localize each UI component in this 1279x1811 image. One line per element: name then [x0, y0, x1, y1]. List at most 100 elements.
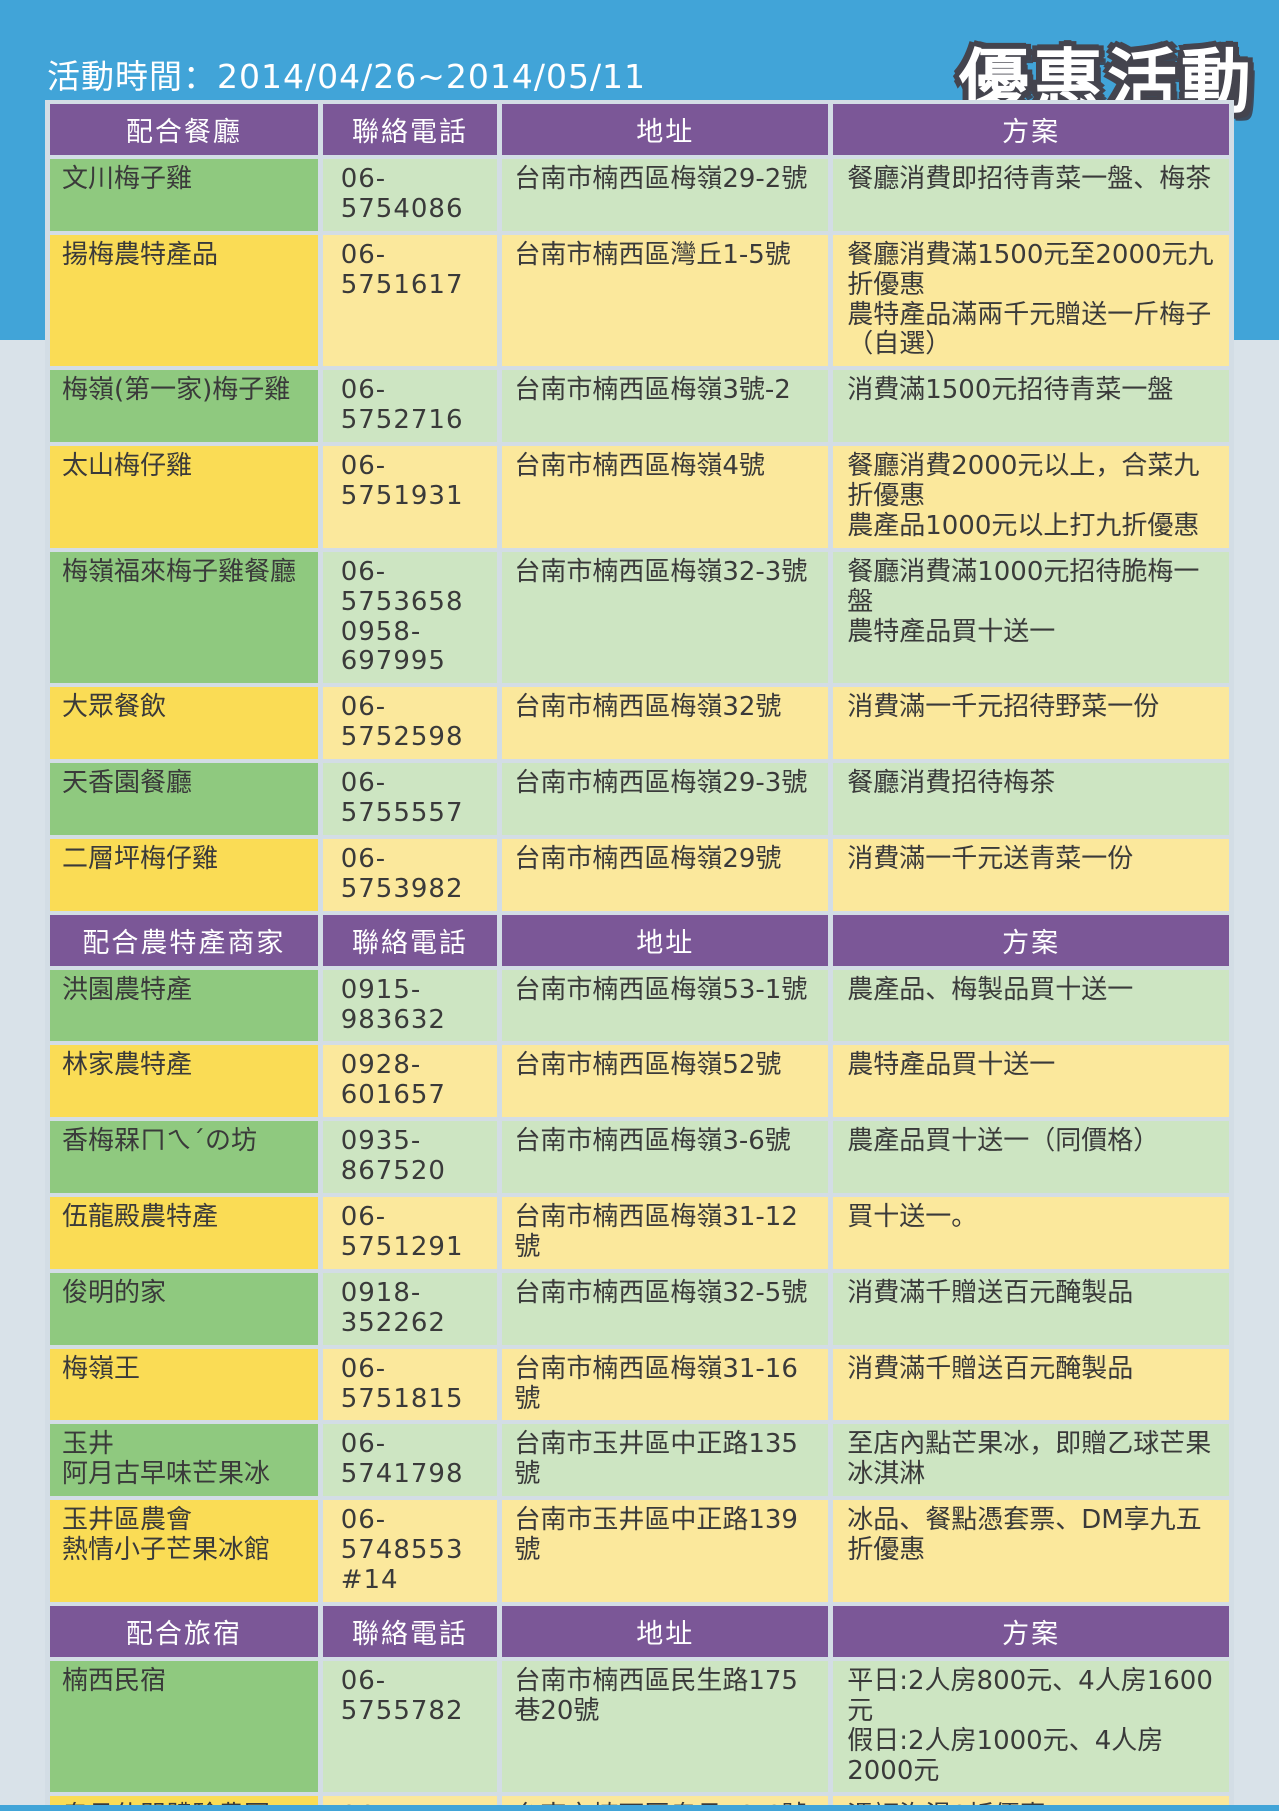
- plan-cell: 買十送一。: [833, 1197, 1229, 1269]
- table-row: 梅嶺(第一家)梅子雞 06-5752716 台南市楠西區梅嶺3號-2 消費滿1500元…: [50, 370, 1229, 443]
- plan-cell: 消費滿千贈送百元醃製品: [833, 1272, 1229, 1345]
- plan-cell: 消費滿一千元招待野菜一份: [833, 687, 1229, 760]
- address-cell: 台南市楠西區梅嶺29-2號: [502, 159, 829, 231]
- column-header: 方案: [833, 914, 1229, 966]
- address-cell: 台南市楠西區梅嶺29號: [502, 838, 829, 911]
- plan-cell: 平日:2人房800元、4人房1600元 假日:2人房1000元、4人房2000元: [833, 1660, 1229, 1793]
- phone-cell: 06-5751815: [322, 1348, 498, 1421]
- table-row: 揚梅農特產品 06-5751617 台南市楠西區灣丘1-5號 餐廳消費滿1500元至2…: [50, 234, 1229, 367]
- store-name-cell: 俊明的家: [50, 1272, 318, 1345]
- table-row: 洪園農特產 0915-983632 台南市楠西區梅嶺53-1號 農產品、梅製品買十送一: [50, 969, 1229, 1042]
- table-row: 天香園餐廳 06-5755557 台南市楠西區梅嶺29-3號 餐廳消費招待梅茶: [50, 763, 1229, 835]
- store-name-cell: 林家農特產: [50, 1045, 318, 1118]
- store-name-cell: 大眾餐飲: [50, 687, 318, 760]
- column-header: 方案: [833, 1605, 1229, 1657]
- plan-cell: 消費滿一千元送青菜一份: [833, 838, 1229, 911]
- address-cell: 台南市楠西區梅嶺32號: [502, 687, 829, 760]
- plan-cell: 至店內點芒果冰，即贈乙球芒果冰淇淋: [833, 1424, 1229, 1497]
- address-cell: 台南市楠西區梅嶺29-3號: [502, 763, 829, 835]
- plan-cell: 消費滿1500元招待青菜一盤: [833, 370, 1229, 443]
- store-name-cell: 二層坪梅仔雞: [50, 838, 318, 911]
- table-row: 文川梅子雞 06-5754086 台南市楠西區梅嶺29-2號 餐廳消費即招待青菜一盤、…: [50, 159, 1229, 231]
- phone-cell: 06-5751617: [322, 234, 498, 367]
- column-header: 地址: [502, 104, 829, 155]
- section-header-row: 配合旅宿 聯絡電話 地址 方案: [50, 1605, 1229, 1657]
- column-header: 配合農特產商家: [50, 914, 318, 966]
- address-cell: 台南市楠西區梅嶺31-12號: [502, 1197, 829, 1269]
- address-cell: 台南市玉井區中正路135號: [502, 1424, 829, 1497]
- phone-cell: 0915-983632: [322, 969, 498, 1042]
- address-cell: 台南市楠西區梅嶺32-3號: [502, 551, 829, 684]
- phone-cell: 06-5751931: [322, 446, 498, 548]
- column-header: 聯絡電話: [322, 1605, 498, 1657]
- table-row: 太山梅仔雞 06-5751931 台南市楠西區梅嶺4號 餐廳消費2000元以上，合菜九…: [50, 446, 1229, 548]
- phone-cell: 06-5751291: [322, 1197, 498, 1269]
- event-period-text: 活動時間：2014/04/26~2014/05/11: [47, 57, 647, 96]
- phone-cell: 06-5755782: [322, 1660, 498, 1793]
- promo-table: 配合餐廳 聯絡電話 地址 方案 文川梅子雞 06-5754086 台南市楠西區梅嶺29-2號…: [45, 100, 1234, 1811]
- address-cell: 台南市玉井區中正路139號: [502, 1500, 829, 1602]
- plan-cell: 農產品、梅製品買十送一: [833, 969, 1229, 1042]
- section-header-row: 配合農特產商家 聯絡電話 地址 方案: [50, 914, 1229, 966]
- table-row: 梅嶺福來梅子雞餐廳 06-5753658 0958-697995 台南市楠西區梅嶺3…: [50, 551, 1229, 684]
- table-row: 梅嶺王 06-5751815 台南市楠西區梅嶺31-16號 消費滿千贈送百元醃製品: [50, 1348, 1229, 1421]
- table-row: 楠西民宿 06-5755782 台南市楠西區民生路175巷20號 平日:2人房800元…: [50, 1660, 1229, 1793]
- bottom-blue-strip: [0, 1805, 1279, 1811]
- store-name-cell: 梅嶺福來梅子雞餐廳: [50, 551, 318, 684]
- plan-cell: 餐廳消費2000元以上，合菜九折優惠 農產品1000元以上打九折優惠: [833, 446, 1229, 548]
- plan-cell: 餐廳消費滿1000元招待脆梅一盤 農特產品買十送一: [833, 551, 1229, 684]
- store-name-cell: 文川梅子雞: [50, 159, 318, 231]
- section-header-row: 配合餐廳 聯絡電話 地址 方案: [50, 104, 1229, 155]
- address-cell: 台南市楠西區民生路175巷20號: [502, 1660, 829, 1793]
- column-header: 配合旅宿: [50, 1605, 318, 1657]
- table-row: 二層坪梅仔雞 06-5753982 台南市楠西區梅嶺29號 消費滿一千元送青菜一份: [50, 838, 1229, 911]
- store-name-cell: 揚梅農特產品: [50, 234, 318, 367]
- store-name-cell: 太山梅仔雞: [50, 446, 318, 548]
- plan-cell: 農特產品買十送一: [833, 1045, 1229, 1118]
- table-row: 林家農特產 0928-601657 台南市楠西區梅嶺52號 農特產品買十送一: [50, 1045, 1229, 1118]
- table-row: 玉井 阿月古早味芒果冰 06-5741798 台南市玉井區中正路135號 至店內點芒果…: [50, 1424, 1229, 1497]
- address-cell: 台南市楠西區梅嶺53-1號: [502, 969, 829, 1042]
- address-cell: 台南市楠西區梅嶺32-5號: [502, 1272, 829, 1345]
- table-row: 大眾餐飲 06-5752598 台南市楠西區梅嶺32號 消費滿一千元招待野菜一份: [50, 687, 1229, 760]
- phone-cell: 06-5755557: [322, 763, 498, 835]
- phone-cell: 06-5754086: [322, 159, 498, 231]
- phone-cell: 06-5753982: [322, 838, 498, 911]
- column-header: 配合餐廳: [50, 104, 318, 155]
- phone-cell: 0928-601657: [322, 1045, 498, 1118]
- phone-cell: 0918-352262: [322, 1272, 498, 1345]
- store-name-cell: 天香園餐廳: [50, 763, 318, 835]
- address-cell: 台南市楠西區梅嶺3號-2: [502, 370, 829, 443]
- phone-cell: 06-5753658 0958-697995: [322, 551, 498, 684]
- column-header: 聯絡電話: [322, 914, 498, 966]
- store-name-cell: 洪園農特產: [50, 969, 318, 1042]
- table-row: 俊明的家 0918-352262 台南市楠西區梅嶺32-5號 消費滿千贈送百元醃製品: [50, 1272, 1229, 1345]
- plan-cell: 餐廳消費即招待青菜一盤、梅茶: [833, 159, 1229, 231]
- store-name-cell: 伍龍殿農特產: [50, 1197, 318, 1269]
- phone-cell: 06-5752716: [322, 370, 498, 443]
- plan-cell: 餐廳消費招待梅茶: [833, 763, 1229, 835]
- phone-cell: 06-5741798: [322, 1424, 498, 1497]
- address-cell: 台南市楠西區梅嶺3-6號: [502, 1121, 829, 1194]
- store-name-cell: 楠西民宿: [50, 1660, 318, 1793]
- plan-cell: 餐廳消費滿1500元至2000元九折優惠 農特產品滿兩千元贈送一斤梅子（自選）: [833, 234, 1229, 367]
- store-name-cell: 玉井 阿月古早味芒果冰: [50, 1424, 318, 1497]
- address-cell: 台南市楠西區梅嶺52號: [502, 1045, 829, 1118]
- plan-cell: 消費滿千贈送百元醃製品: [833, 1348, 1229, 1421]
- store-name-cell: 梅嶺王: [50, 1348, 318, 1421]
- plan-cell: 農產品買十送一（同價格）: [833, 1121, 1229, 1194]
- store-name-cell: 玉井區農會 熱情小子芒果冰館: [50, 1500, 318, 1602]
- address-cell: 台南市楠西區梅嶺31-16號: [502, 1348, 829, 1421]
- address-cell: 台南市楠西區梅嶺4號: [502, 446, 829, 548]
- column-header: 方案: [833, 104, 1229, 155]
- column-header: 聯絡電話: [322, 104, 498, 155]
- phone-cell: 0935-867520: [322, 1121, 498, 1194]
- plan-cell: 冰品、餐點憑套票、DM享九五折優惠: [833, 1500, 1229, 1602]
- table-row: 伍龍殿農特產 06-5751291 台南市楠西區梅嶺31-12號 買十送一。: [50, 1197, 1229, 1269]
- address-cell: 台南市楠西區灣丘1-5號: [502, 234, 829, 367]
- column-header: 地址: [502, 1605, 829, 1657]
- store-name-cell: 香梅槑ㄇㄟˊの坊: [50, 1121, 318, 1194]
- table-row: 玉井區農會 熱情小子芒果冰館 06-5748553 #14 台南市玉井區中正路139…: [50, 1500, 1229, 1602]
- table-row: 香梅槑ㄇㄟˊの坊 0935-867520 台南市楠西區梅嶺3-6號 農產品買十送一（同…: [50, 1121, 1229, 1194]
